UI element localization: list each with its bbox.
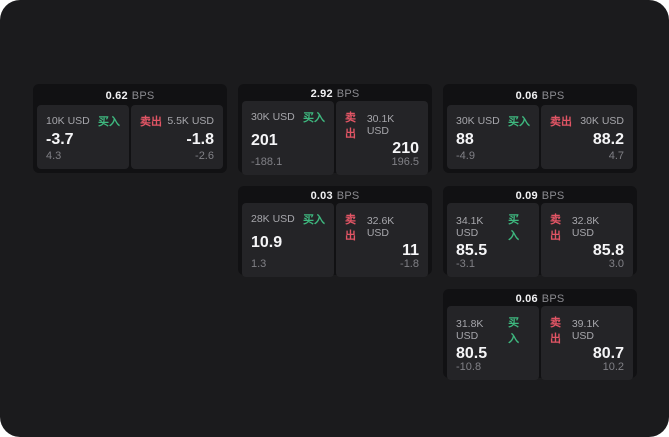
sell-price: 88.2: [592, 131, 624, 148]
bps-label: BPS: [336, 88, 360, 100]
sell-size: 32.6K USD: [366, 215, 395, 239]
sell-delta: -2.6: [195, 150, 214, 162]
sell-label: 卖出: [550, 214, 561, 242]
sell-price: 80.7: [592, 345, 624, 362]
sell-quote-panel[interactable]: 卖出 32.6K USD 11 -1.8: [336, 203, 428, 277]
buy-price: 85.5: [456, 242, 488, 259]
buy-price: -3.7: [46, 131, 74, 148]
bps-label: BPS: [541, 190, 565, 202]
quote-card: 0.62 BPS 10K USD 买入 -3.7 4.3 卖出 5.5K USD…: [33, 84, 227, 173]
spread-value: 2.92: [310, 88, 333, 100]
quote-card: 2.92 BPS 30K USD 买入 201 -188.1 卖出 30.1K …: [238, 84, 432, 175]
buy-label: 买入: [98, 116, 120, 128]
sell-quote-panel[interactable]: 卖出 30K USD 88.2 4.7: [541, 105, 633, 169]
quote-card: 0.03 BPS 28K USD 买入 10.9 1.3 卖出 32.6K US…: [238, 186, 432, 277]
bps-label: BPS: [131, 90, 155, 102]
buy-size: 31.8K USD: [456, 318, 484, 342]
spread-header: 0.09 BPS: [447, 190, 633, 202]
quote-card: 0.09 BPS 34.1K USD 买入 85.5 -3.1 卖出 32.8K…: [443, 186, 637, 277]
sell-delta: 3.0: [608, 258, 624, 270]
buy-label: 买入: [508, 214, 520, 242]
sell-label: 卖出: [140, 116, 162, 128]
buy-size: 30K USD: [456, 115, 500, 127]
spread-value: 0.06: [515, 90, 538, 102]
buy-size: 28K USD: [251, 213, 295, 225]
sell-delta: -1.8: [400, 258, 419, 270]
buy-size: 30K USD: [251, 111, 295, 123]
buy-label: 买入: [508, 116, 530, 128]
sell-size: 39.1K USD: [571, 318, 600, 342]
buy-quote-panel[interactable]: 34.1K USD 买入 85.5 -3.1: [447, 203, 539, 277]
bps-label: BPS: [541, 293, 565, 305]
spread-value: 0.09: [515, 190, 538, 202]
buy-quote-panel[interactable]: 28K USD 买入 10.9 1.3: [242, 203, 334, 277]
buy-price: 201: [251, 132, 278, 149]
sell-quote-panel[interactable]: 卖出 5.5K USD -1.8 -2.6: [131, 105, 223, 169]
spread-header: 0.06 BPS: [447, 88, 633, 104]
sell-price: 85.8: [592, 242, 624, 259]
buy-delta: -4.9: [456, 150, 475, 162]
sell-label: 卖出: [345, 214, 356, 242]
sell-price: 11: [402, 242, 419, 259]
spread-header: 0.62 BPS: [37, 88, 223, 104]
quote-card: 0.06 BPS 30K USD 买入 88 -4.9 卖出 30K USD 8…: [443, 84, 637, 173]
buy-price: 88: [456, 131, 474, 148]
buy-price: 80.5: [456, 345, 488, 362]
spread-header: 0.06 BPS: [447, 293, 633, 305]
sell-delta: 196.5: [391, 156, 419, 168]
buy-delta: 1.3: [251, 258, 267, 270]
buy-size: 34.1K USD: [456, 215, 484, 239]
buy-delta: -3.1: [456, 258, 475, 270]
buy-delta: -10.8: [456, 361, 482, 373]
sell-label: 卖出: [550, 116, 572, 128]
buy-quote-panel[interactable]: 30K USD 买入 201 -188.1: [242, 101, 334, 175]
sell-size: 5.5K USD: [167, 115, 214, 127]
buy-size: 10K USD: [46, 115, 90, 127]
sell-quote-panel[interactable]: 卖出 39.1K USD 80.7 10.2: [541, 306, 633, 380]
spread-header: 0.03 BPS: [242, 190, 428, 202]
buy-quote-panel[interactable]: 10K USD 买入 -3.7 4.3: [37, 105, 129, 169]
quote-card: 0.06 BPS 31.8K USD 买入 80.5 -10.8 卖出 39.1…: [443, 289, 637, 380]
sell-label: 卖出: [345, 112, 356, 140]
buy-quote-panel[interactable]: 30K USD 买入 88 -4.9: [447, 105, 539, 169]
sell-size: 32.8K USD: [571, 215, 600, 239]
sell-delta: 10.2: [602, 361, 624, 373]
sell-size: 30K USD: [580, 115, 624, 127]
sell-size: 30.1K USD: [366, 113, 395, 137]
buy-label: 买入: [303, 214, 325, 226]
buy-delta: 4.3: [46, 150, 62, 162]
spread-value: 0.03: [310, 190, 333, 202]
bps-label: BPS: [541, 90, 565, 102]
spread-header: 2.92 BPS: [242, 88, 428, 100]
sell-delta: 4.7: [608, 150, 624, 162]
buy-label: 买入: [508, 317, 520, 345]
sell-price: 210: [392, 140, 419, 157]
sell-price: -1.8: [186, 131, 214, 148]
bps-label: BPS: [336, 190, 360, 202]
buy-label: 买入: [303, 112, 325, 124]
spread-value: 0.62: [105, 90, 128, 102]
buy-price: 10.9: [251, 234, 283, 251]
spread-value: 0.06: [515, 293, 538, 305]
sell-quote-panel[interactable]: 卖出 32.8K USD 85.8 3.0: [541, 203, 633, 277]
buy-quote-panel[interactable]: 31.8K USD 买入 80.5 -10.8: [447, 306, 539, 380]
sell-quote-panel[interactable]: 卖出 30.1K USD 210 196.5: [336, 101, 428, 175]
buy-delta: -188.1: [251, 156, 283, 168]
sell-label: 卖出: [550, 317, 561, 345]
